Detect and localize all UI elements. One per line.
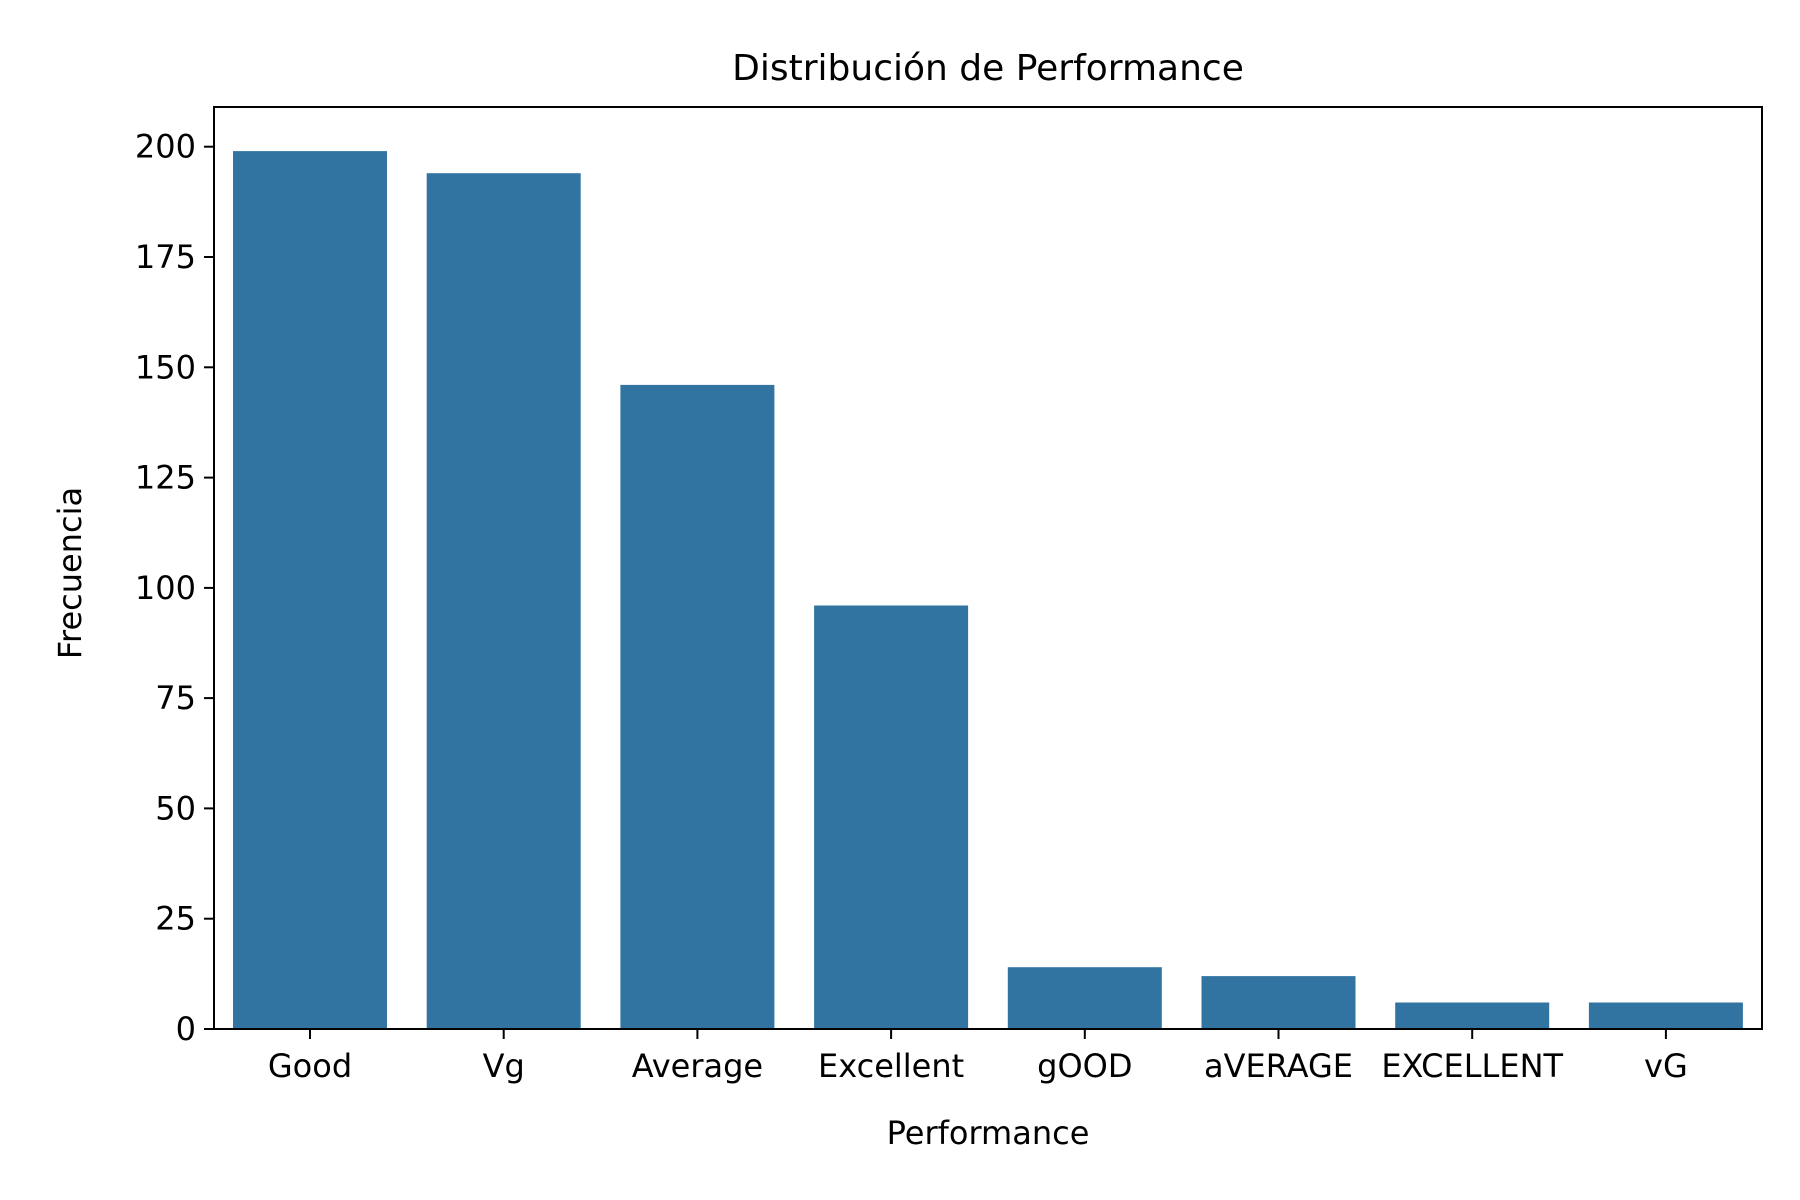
bar — [426, 173, 581, 1029]
chart-title: Distribución de Performance — [732, 48, 1244, 89]
x-tick-label: Average — [632, 1047, 763, 1085]
x-tick-label: aVERAGE — [1204, 1047, 1353, 1085]
y-tick-label: 100 — [135, 569, 196, 607]
y-tick-label: 50 — [155, 789, 196, 827]
y-tick-label: 75 — [155, 679, 196, 717]
bar — [1007, 967, 1162, 1029]
y-tick-label: 200 — [135, 128, 196, 166]
bar — [814, 605, 969, 1029]
y-tick-label: 125 — [135, 459, 196, 497]
y-axis-label: Frecuencia — [51, 487, 89, 659]
y-tick-label: 0 — [176, 1010, 196, 1048]
y-tick-label: 175 — [135, 238, 196, 276]
x-axis-label: Performance — [887, 1114, 1090, 1152]
plot-frame — [213, 106, 1763, 1030]
bar — [233, 151, 387, 1030]
bar — [1588, 1002, 1743, 1029]
x-tick-label: vG — [1644, 1047, 1688, 1085]
x-tick-label: gOOD — [1037, 1047, 1132, 1085]
x-ticks-group: Good Vg Average Excellent gOOD aVERAGE EXCELLE… — [268, 1029, 1688, 1085]
y-tick-label: 150 — [135, 348, 196, 386]
bar — [620, 384, 775, 1029]
bars-group — [233, 151, 1743, 1030]
x-tick-label: Vg — [483, 1047, 525, 1085]
y-tick-label: 25 — [155, 900, 196, 938]
x-tick-label: Excellent — [818, 1047, 964, 1085]
bar — [1395, 1002, 1550, 1029]
bar — [1201, 976, 1356, 1029]
x-tick-label: Good — [268, 1047, 352, 1085]
x-tick-label: EXCELLENT — [1381, 1047, 1563, 1085]
y-ticks-group: 0 25 50 75 100 125 150 175 200 — [135, 128, 214, 1048]
